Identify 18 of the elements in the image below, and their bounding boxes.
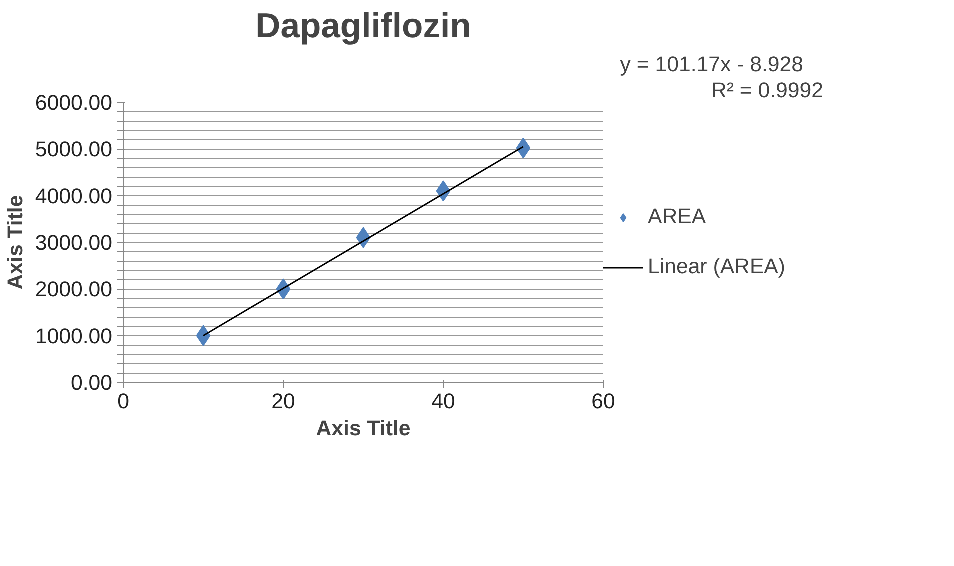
legend-label: Linear (AREA) bbox=[648, 254, 786, 280]
y-tick-label: 0.00 bbox=[70, 371, 113, 395]
y-axis-title: Axis Title bbox=[3, 195, 28, 290]
legend-label: AREA bbox=[648, 204, 706, 230]
chart-title: Dapagliflozin bbox=[256, 8, 472, 46]
y-tick-label: 5000.00 bbox=[35, 138, 113, 162]
y-tick-label: 3000.00 bbox=[35, 231, 113, 255]
x-tick-label: 0 bbox=[118, 390, 130, 414]
y-tick-label: 1000.00 bbox=[35, 324, 113, 348]
y-tick-label: 6000.00 bbox=[35, 91, 113, 115]
x-axis-title: Axis Title bbox=[316, 416, 411, 440]
text: R² = 0.9992 bbox=[711, 78, 824, 102]
text: y = 101.17x - 8.928 bbox=[620, 52, 804, 76]
x-tick-label: 20 bbox=[272, 390, 296, 414]
y-tick-label: 4000.00 bbox=[35, 184, 113, 208]
x-tick-label: 40 bbox=[432, 390, 456, 414]
x-tick-label: 60 bbox=[592, 390, 616, 414]
y-tick-label: 2000.00 bbox=[35, 278, 113, 302]
